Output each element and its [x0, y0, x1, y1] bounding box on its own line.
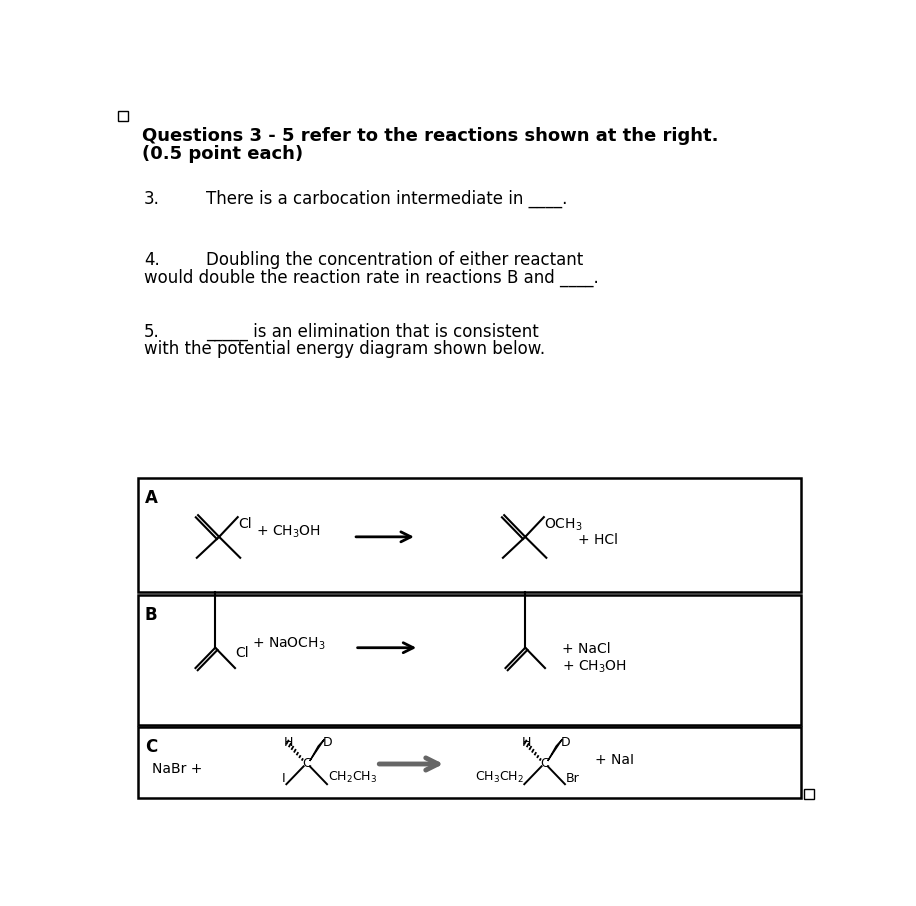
Text: + NaI: + NaI: [595, 753, 634, 767]
Text: I: I: [282, 772, 286, 785]
Text: C: C: [302, 757, 311, 770]
Text: D: D: [561, 737, 571, 749]
Text: _____ is an elimination that is consistent: _____ is an elimination that is consiste…: [206, 323, 539, 341]
Bar: [137, 478, 802, 593]
Text: + NaOCH$_3$: + NaOCH$_3$: [253, 636, 326, 652]
Text: OCH$_3$: OCH$_3$: [544, 516, 583, 533]
Text: H: H: [521, 737, 530, 749]
Bar: [137, 727, 802, 798]
Text: (0.5 point each): (0.5 point each): [142, 145, 303, 163]
Text: + NaCl: + NaCl: [562, 641, 611, 656]
Bar: [804, 788, 814, 799]
Text: + CH$_3$OH: + CH$_3$OH: [256, 524, 322, 540]
Text: Br: Br: [566, 772, 580, 785]
Text: CH$_3$CH$_2$: CH$_3$CH$_2$: [474, 770, 524, 785]
Text: C: C: [540, 757, 549, 770]
Text: 4.: 4.: [144, 251, 159, 269]
Text: C: C: [145, 737, 157, 756]
Text: 5.: 5.: [144, 323, 159, 341]
Text: with the potential energy diagram shown below.: with the potential energy diagram shown …: [144, 340, 545, 358]
Bar: [117, 111, 127, 121]
Text: A: A: [145, 489, 158, 507]
Text: + CH$_3$OH: + CH$_3$OH: [562, 659, 627, 675]
Text: Doubling the concentration of either reactant: Doubling the concentration of either rea…: [206, 251, 583, 269]
Text: NaBr +: NaBr +: [152, 762, 202, 776]
Text: There is a carbocation intermediate in ____.: There is a carbocation intermediate in _…: [206, 189, 567, 207]
Text: B: B: [145, 606, 158, 624]
Polygon shape: [310, 739, 324, 761]
Text: 3.: 3.: [144, 189, 159, 207]
Text: H: H: [283, 737, 293, 749]
Text: would double the reaction rate in reactions B and ____.: would double the reaction rate in reacti…: [144, 269, 599, 287]
Text: Cl: Cl: [238, 516, 252, 531]
Bar: [137, 595, 802, 725]
Text: D: D: [322, 737, 333, 749]
Text: Cl: Cl: [235, 646, 249, 660]
Text: Questions 3 - 5 refer to the reactions shown at the right.: Questions 3 - 5 refer to the reactions s…: [142, 127, 719, 145]
Text: + HCl: + HCl: [578, 533, 618, 547]
Text: CH$_2$CH$_3$: CH$_2$CH$_3$: [328, 770, 377, 785]
Polygon shape: [548, 739, 562, 761]
